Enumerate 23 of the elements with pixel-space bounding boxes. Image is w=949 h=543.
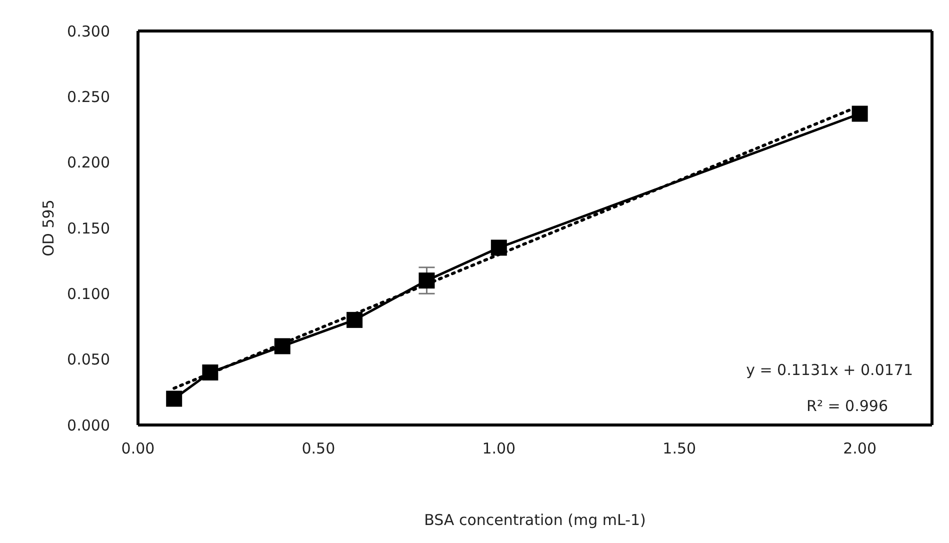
y-tick-label: 0.000 [67, 416, 110, 434]
point [202, 364, 218, 380]
y-tick-label: 0.250 [67, 88, 110, 106]
point [418, 272, 435, 289]
y-axis-title: OD 595 [39, 200, 58, 256]
annotation: y = 0.1131x + 0.0171 [746, 361, 913, 379]
x-axis-title: BSA concentration (mg mL-1) [424, 511, 646, 529]
point [274, 338, 290, 354]
y-tick-label: 0.150 [67, 219, 110, 238]
x-tick-label: 1.50 [662, 440, 696, 458]
point [346, 312, 363, 328]
x-tick-label: 0.50 [302, 440, 336, 458]
point [166, 390, 182, 407]
annotation: R² = 0.996 [806, 397, 888, 415]
y-tick-label: 0.300 [67, 22, 110, 40]
point [852, 106, 868, 122]
y-tick-label: 0.050 [67, 350, 110, 369]
x-tick-label: 1.00 [482, 440, 516, 458]
point [490, 240, 507, 256]
x-tick-label: 0.00 [121, 440, 155, 458]
x-tick-label: 2.00 [843, 440, 877, 458]
y-tick-label: 0.200 [67, 154, 110, 172]
y-tick-label: 0.100 [67, 284, 110, 303]
